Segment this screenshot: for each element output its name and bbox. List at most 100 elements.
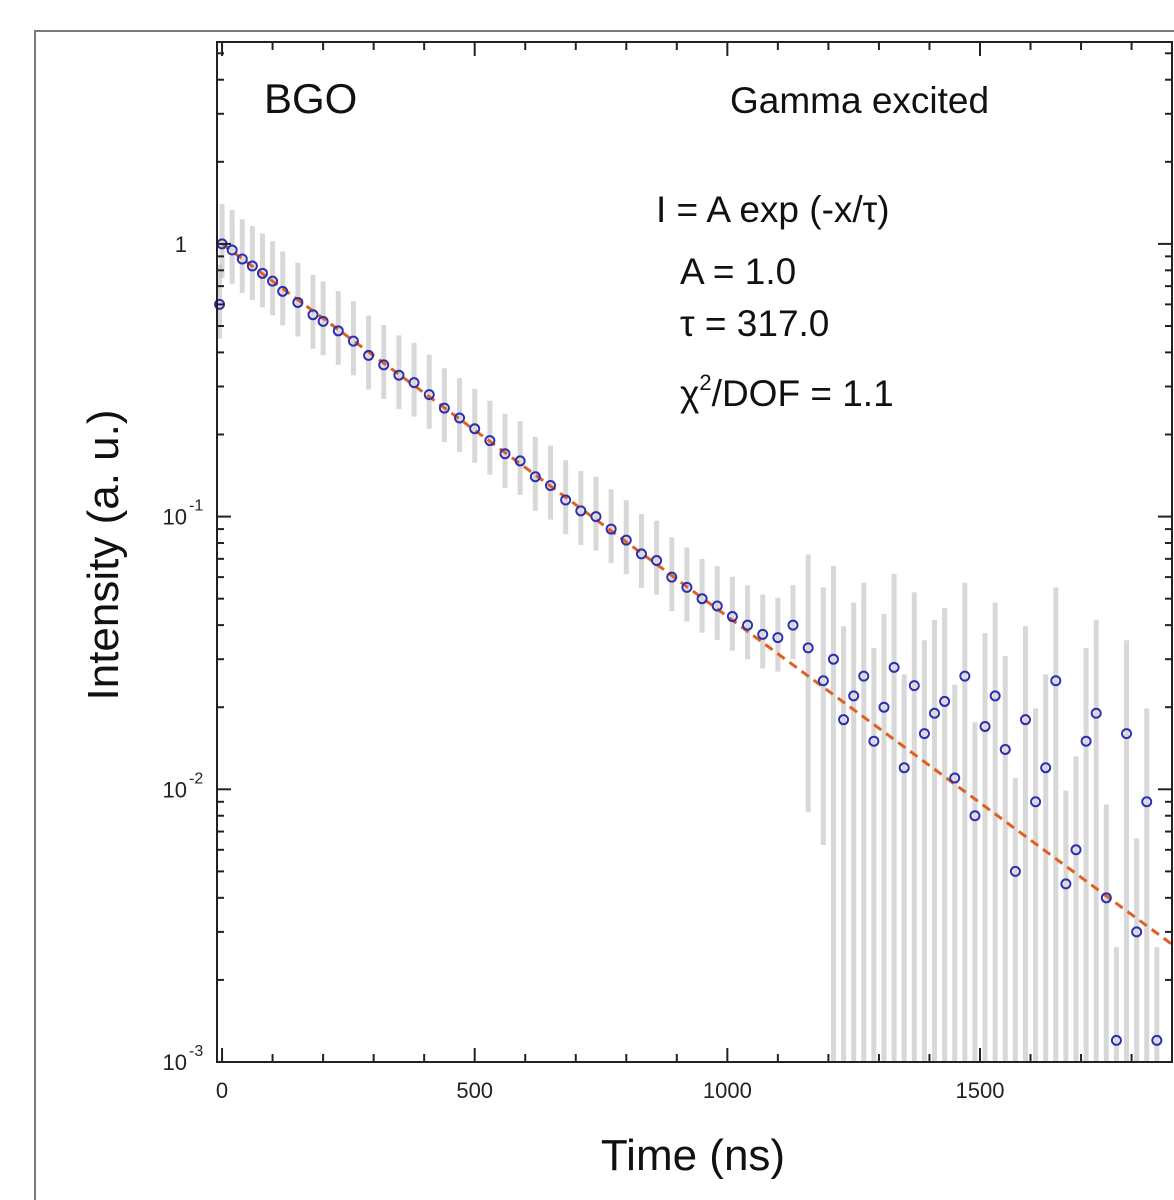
data-point bbox=[1060, 878, 1072, 890]
data-point bbox=[666, 571, 678, 583]
data-point bbox=[1141, 796, 1153, 808]
y-tick-label: 10 bbox=[163, 777, 187, 802]
data-point bbox=[423, 389, 435, 401]
fit-formula: I = A exp (-x/τ) bbox=[656, 189, 890, 230]
data-point bbox=[1040, 762, 1052, 774]
data-point bbox=[1019, 714, 1031, 726]
x-axis-title: Time (ns) bbox=[601, 1131, 785, 1180]
data-point bbox=[1131, 926, 1143, 938]
x-tick-label: 1000 bbox=[703, 1078, 752, 1103]
y-tick-exponent: -3 bbox=[189, 1043, 203, 1060]
data-point bbox=[277, 285, 289, 297]
fit-param-tau: τ = 317.0 bbox=[680, 303, 829, 344]
y-tick-exponent: -1 bbox=[189, 498, 203, 515]
chi-symbol: χ bbox=[680, 373, 699, 414]
data-point bbox=[1080, 735, 1092, 747]
y-tick-label: 10 bbox=[163, 1050, 187, 1075]
data-point bbox=[499, 448, 511, 460]
y-tick-label: 1 bbox=[175, 232, 187, 257]
data-point bbox=[605, 523, 617, 535]
data-point bbox=[226, 244, 238, 256]
data-point bbox=[979, 720, 991, 732]
data-point bbox=[292, 296, 304, 308]
data-point bbox=[544, 480, 556, 492]
data-point bbox=[939, 695, 951, 707]
data-point bbox=[802, 642, 814, 654]
data-point bbox=[363, 349, 375, 361]
data-point bbox=[469, 423, 481, 435]
data-point bbox=[256, 267, 268, 279]
data-point bbox=[681, 581, 693, 593]
data-point bbox=[393, 369, 405, 381]
data-point bbox=[1050, 675, 1062, 687]
data-point bbox=[267, 275, 279, 287]
data-point bbox=[868, 735, 880, 747]
data-point bbox=[590, 511, 602, 523]
data-point bbox=[848, 690, 860, 702]
data-point bbox=[999, 743, 1011, 755]
data-point bbox=[959, 670, 971, 682]
data-point bbox=[438, 402, 450, 414]
data-point bbox=[454, 412, 466, 424]
sample-label: BGO bbox=[264, 75, 357, 122]
data-point bbox=[317, 315, 329, 327]
data-point bbox=[918, 728, 930, 740]
figure-frame bbox=[34, 30, 1174, 1200]
data-point bbox=[908, 680, 920, 692]
data-point bbox=[651, 555, 663, 567]
data-point bbox=[772, 632, 784, 644]
data-point bbox=[408, 377, 420, 389]
y-tick-label: 10 bbox=[163, 505, 187, 530]
chi-exponent: 2 bbox=[699, 370, 711, 395]
data-point bbox=[787, 619, 799, 631]
data-point bbox=[858, 670, 870, 682]
x-tick-label: 1500 bbox=[956, 1078, 1005, 1103]
data-point bbox=[742, 619, 754, 631]
data-point bbox=[827, 653, 839, 665]
data-point bbox=[1009, 865, 1021, 877]
data-point bbox=[878, 701, 890, 713]
data-point bbox=[575, 505, 587, 517]
fit-chi2: χ2/DOF = 1.1 bbox=[680, 370, 894, 414]
data-point bbox=[620, 534, 632, 546]
data-point bbox=[898, 762, 910, 774]
x-tick-label: 500 bbox=[456, 1078, 493, 1103]
chi-suffix: /DOF = 1.1 bbox=[712, 373, 894, 414]
data-point bbox=[214, 298, 226, 310]
data-point bbox=[888, 661, 900, 673]
data-points-layer bbox=[214, 238, 1163, 1046]
plot-area-border bbox=[216, 41, 1173, 1063]
data-point bbox=[757, 628, 769, 640]
axis-ticks bbox=[217, 42, 1172, 1063]
data-point bbox=[378, 359, 390, 371]
data-point bbox=[529, 471, 541, 483]
data-point bbox=[1121, 728, 1133, 740]
data-point bbox=[514, 455, 526, 467]
data-point bbox=[347, 335, 359, 347]
data-point bbox=[838, 714, 850, 726]
data-point bbox=[484, 435, 496, 447]
y-axis-title: Intensity (a. u.) bbox=[79, 409, 128, 700]
x-tick-label: 0 bbox=[216, 1078, 228, 1103]
data-point bbox=[929, 707, 941, 719]
excitation-label: Gamma excited bbox=[730, 80, 989, 121]
x-tick-labels: 0 500 1000 1500 bbox=[216, 1078, 1005, 1103]
data-point bbox=[246, 260, 258, 272]
data-point bbox=[726, 611, 738, 623]
data-point bbox=[969, 810, 981, 822]
data-point bbox=[1110, 1034, 1122, 1046]
data-point bbox=[989, 690, 1001, 702]
fit-line bbox=[221, 242, 1173, 946]
fit-param-a: A = 1.0 bbox=[680, 251, 796, 292]
data-point bbox=[1151, 1034, 1163, 1046]
data-point bbox=[696, 593, 708, 605]
data-point bbox=[560, 494, 572, 506]
data-point bbox=[949, 772, 961, 784]
data-point bbox=[711, 600, 723, 612]
data-point bbox=[635, 548, 647, 560]
data-point bbox=[1030, 796, 1042, 808]
data-point bbox=[332, 325, 344, 337]
error-band-layer bbox=[217, 204, 1160, 1062]
data-point bbox=[307, 309, 319, 321]
